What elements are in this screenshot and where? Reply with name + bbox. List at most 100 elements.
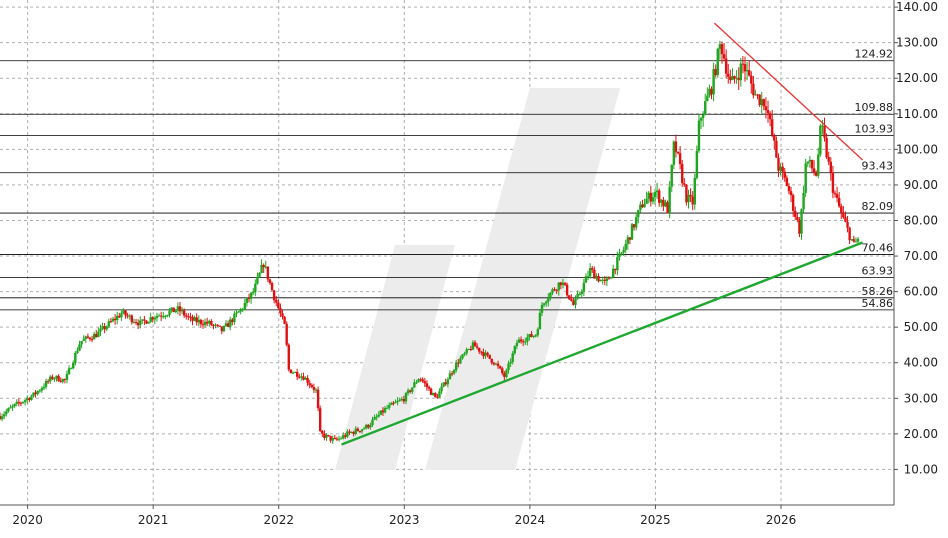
candle-body bbox=[356, 428, 360, 431]
candle-body bbox=[542, 303, 546, 305]
candle-body bbox=[241, 308, 244, 310]
candle-body bbox=[513, 346, 517, 354]
candle-body bbox=[724, 58, 728, 74]
candle-body bbox=[266, 266, 270, 280]
candle-body bbox=[662, 199, 665, 207]
candle-body bbox=[687, 194, 690, 203]
candle-body bbox=[95, 333, 98, 338]
candle-body bbox=[201, 324, 205, 326]
candle-body bbox=[42, 386, 46, 389]
candle-body bbox=[563, 282, 567, 285]
candle-body bbox=[398, 399, 401, 401]
candle-body bbox=[283, 316, 286, 324]
candle-body bbox=[383, 408, 387, 413]
candle-body bbox=[722, 54, 726, 59]
candle-body bbox=[51, 376, 54, 379]
candle-body bbox=[498, 366, 502, 369]
candle-body bbox=[415, 382, 418, 384]
candle-body bbox=[490, 358, 493, 363]
candle-body bbox=[61, 379, 64, 382]
candle-body bbox=[172, 307, 175, 313]
y-tick-label: 140.00 bbox=[896, 0, 938, 14]
candle-body bbox=[46, 381, 50, 383]
candle-body bbox=[653, 192, 657, 198]
candle-body bbox=[771, 119, 774, 135]
candle-body bbox=[381, 410, 385, 413]
candle-body bbox=[515, 342, 519, 347]
candle-body bbox=[689, 194, 692, 197]
candle-body bbox=[785, 177, 789, 186]
candle-body bbox=[856, 238, 860, 242]
y-tick-label: 120.00 bbox=[896, 71, 938, 85]
candle-body bbox=[417, 379, 420, 383]
candle-body bbox=[844, 217, 847, 222]
candle-body bbox=[574, 298, 577, 305]
candle-body bbox=[228, 319, 232, 327]
candle-body bbox=[524, 341, 527, 343]
candle-body bbox=[281, 313, 284, 317]
candle-body bbox=[741, 63, 745, 65]
candle-body bbox=[270, 282, 274, 291]
candle-body bbox=[109, 321, 113, 323]
candle-body bbox=[174, 310, 177, 313]
candle-body bbox=[310, 385, 314, 388]
candle-body bbox=[153, 317, 157, 320]
candle-body bbox=[494, 363, 498, 365]
candle-body bbox=[714, 69, 717, 76]
price-level-label: 124.92 bbox=[855, 48, 894, 61]
candle-body bbox=[28, 398, 31, 400]
candle-body bbox=[195, 317, 198, 323]
candle-body bbox=[352, 432, 355, 434]
candle-body bbox=[63, 379, 67, 381]
candle-body bbox=[139, 320, 142, 326]
candle-body bbox=[475, 346, 479, 348]
candle-body bbox=[584, 276, 588, 283]
candle-body bbox=[72, 362, 75, 369]
candle-body bbox=[367, 424, 370, 428]
candle-body bbox=[467, 349, 470, 351]
candle-body bbox=[727, 73, 730, 77]
candle-body bbox=[831, 172, 835, 193]
candle-body bbox=[354, 428, 357, 434]
candle-body bbox=[404, 393, 408, 402]
candle-body bbox=[199, 319, 203, 325]
candle-body bbox=[773, 134, 776, 141]
candle-body bbox=[325, 434, 328, 438]
x-tick-label: 2021 bbox=[138, 513, 169, 527]
candle-body bbox=[166, 314, 169, 316]
candle-body bbox=[411, 387, 414, 392]
candle-body bbox=[419, 379, 422, 381]
candle-body bbox=[833, 192, 837, 195]
candle-body bbox=[80, 340, 83, 345]
candle-body bbox=[97, 331, 100, 338]
candle-body bbox=[710, 88, 713, 95]
candle-body bbox=[0, 416, 2, 420]
candle-body bbox=[643, 203, 646, 208]
candle-body bbox=[429, 388, 433, 395]
candle-body bbox=[676, 151, 680, 154]
price-level-label: 93.43 bbox=[862, 160, 894, 173]
candle-body bbox=[760, 99, 763, 106]
candle-body bbox=[789, 191, 793, 196]
candle-body bbox=[768, 113, 772, 120]
candle-body bbox=[683, 183, 686, 185]
candle-body bbox=[394, 402, 397, 404]
candle-body bbox=[586, 276, 590, 278]
candle-body bbox=[678, 153, 682, 165]
candle-body bbox=[812, 168, 816, 173]
candle-body bbox=[699, 118, 703, 121]
candle-body bbox=[810, 159, 814, 169]
candle-body bbox=[540, 304, 544, 313]
candle-body bbox=[216, 324, 219, 326]
price-level-label: 63.93 bbox=[862, 265, 894, 278]
candle-body bbox=[99, 328, 102, 332]
candle-body bbox=[559, 282, 563, 286]
candle-body bbox=[731, 76, 734, 81]
candle-body bbox=[509, 361, 512, 364]
candle-body bbox=[373, 417, 376, 420]
candle-body bbox=[147, 321, 150, 324]
candle-body bbox=[781, 166, 784, 172]
candle-body bbox=[473, 342, 477, 347]
resistance-trendline bbox=[714, 22, 864, 161]
